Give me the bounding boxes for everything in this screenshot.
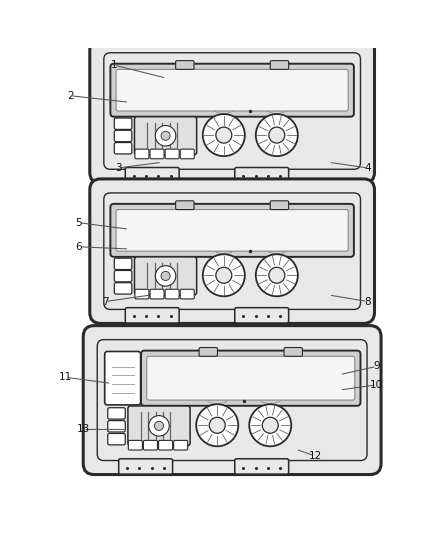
FancyBboxPatch shape — [235, 459, 289, 474]
Circle shape — [256, 114, 298, 156]
Text: 11: 11 — [59, 373, 72, 382]
FancyBboxPatch shape — [235, 167, 289, 183]
FancyBboxPatch shape — [141, 351, 360, 406]
Circle shape — [196, 404, 238, 446]
FancyBboxPatch shape — [108, 433, 125, 445]
Text: 1: 1 — [110, 60, 117, 70]
Circle shape — [155, 125, 176, 146]
FancyBboxPatch shape — [180, 149, 194, 159]
Text: 12: 12 — [309, 451, 322, 461]
FancyBboxPatch shape — [125, 308, 179, 323]
FancyBboxPatch shape — [284, 348, 302, 356]
FancyBboxPatch shape — [128, 406, 190, 446]
Circle shape — [203, 114, 245, 156]
FancyBboxPatch shape — [110, 64, 354, 117]
Text: 8: 8 — [364, 296, 371, 306]
FancyBboxPatch shape — [176, 201, 194, 209]
Text: 10: 10 — [370, 379, 383, 390]
Circle shape — [149, 416, 169, 436]
FancyBboxPatch shape — [114, 130, 132, 142]
Circle shape — [269, 267, 285, 283]
Circle shape — [209, 417, 225, 433]
Text: 3: 3 — [115, 163, 122, 173]
FancyBboxPatch shape — [108, 408, 125, 419]
FancyBboxPatch shape — [83, 326, 381, 474]
Text: 9: 9 — [373, 361, 380, 372]
FancyBboxPatch shape — [143, 440, 158, 450]
FancyBboxPatch shape — [114, 142, 132, 154]
Circle shape — [161, 271, 170, 280]
Text: 5: 5 — [75, 217, 82, 228]
FancyBboxPatch shape — [105, 351, 141, 405]
FancyBboxPatch shape — [128, 440, 142, 450]
Circle shape — [203, 254, 245, 296]
FancyBboxPatch shape — [125, 167, 179, 183]
Circle shape — [216, 127, 232, 143]
FancyBboxPatch shape — [135, 289, 149, 299]
FancyBboxPatch shape — [150, 149, 164, 159]
FancyBboxPatch shape — [90, 39, 374, 183]
FancyBboxPatch shape — [270, 201, 289, 209]
FancyBboxPatch shape — [165, 289, 179, 299]
FancyBboxPatch shape — [114, 258, 132, 270]
Circle shape — [155, 265, 176, 286]
FancyBboxPatch shape — [104, 53, 360, 169]
FancyBboxPatch shape — [110, 204, 354, 257]
Circle shape — [161, 131, 170, 140]
FancyBboxPatch shape — [134, 117, 197, 155]
FancyBboxPatch shape — [159, 440, 173, 450]
FancyBboxPatch shape — [119, 459, 173, 474]
Text: 7: 7 — [102, 296, 109, 306]
FancyBboxPatch shape — [147, 356, 355, 400]
FancyBboxPatch shape — [235, 308, 289, 323]
FancyBboxPatch shape — [90, 179, 374, 324]
Circle shape — [155, 421, 163, 431]
Circle shape — [216, 267, 232, 283]
FancyBboxPatch shape — [173, 440, 187, 450]
FancyBboxPatch shape — [104, 193, 360, 310]
FancyBboxPatch shape — [97, 340, 367, 461]
Text: 6: 6 — [75, 242, 82, 252]
FancyBboxPatch shape — [135, 149, 149, 159]
FancyBboxPatch shape — [116, 209, 348, 251]
FancyBboxPatch shape — [165, 149, 179, 159]
Text: 4: 4 — [364, 163, 371, 173]
FancyBboxPatch shape — [116, 69, 348, 111]
FancyBboxPatch shape — [150, 289, 164, 299]
FancyBboxPatch shape — [176, 61, 194, 69]
FancyBboxPatch shape — [114, 282, 132, 294]
Circle shape — [262, 417, 278, 433]
Text: 2: 2 — [67, 91, 74, 101]
FancyBboxPatch shape — [270, 61, 289, 69]
FancyBboxPatch shape — [108, 421, 125, 432]
FancyBboxPatch shape — [114, 270, 132, 282]
FancyBboxPatch shape — [114, 118, 132, 130]
FancyBboxPatch shape — [134, 257, 197, 295]
Circle shape — [249, 404, 291, 446]
Circle shape — [269, 127, 285, 143]
Circle shape — [256, 254, 298, 296]
FancyBboxPatch shape — [180, 289, 194, 299]
FancyBboxPatch shape — [199, 348, 217, 356]
Text: 13: 13 — [77, 424, 90, 434]
